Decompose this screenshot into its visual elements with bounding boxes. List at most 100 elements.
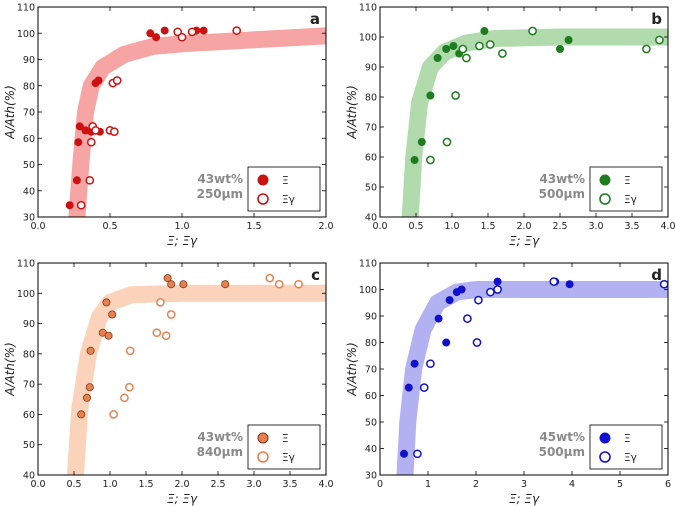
series-xi-gamma <box>109 273 303 419</box>
y-tick-label: 100 <box>359 33 377 44</box>
x-tick-label: 0 <box>377 479 383 490</box>
data-point <box>449 42 458 51</box>
data-point <box>426 155 435 165</box>
x-tick-label: 2.0 <box>174 479 189 490</box>
y-tick-label: 60 <box>23 410 35 421</box>
data-point <box>426 359 435 369</box>
data-point <box>475 41 484 51</box>
x-axis-label: Ξ; Ξγ <box>509 234 540 248</box>
x-tick-label: 4.0 <box>660 221 675 232</box>
y-tick-label: 90 <box>23 319 35 330</box>
x-tick-label: 5 <box>617 479 623 490</box>
data-point <box>549 277 559 286</box>
annotation-line: 500μm <box>539 445 585 459</box>
data-point <box>94 76 103 85</box>
data-point <box>86 346 95 355</box>
data-point <box>410 359 419 368</box>
legend-marker <box>257 193 269 205</box>
data-point <box>564 36 573 45</box>
panel-letter: d <box>651 266 662 284</box>
y-tick-label: 90 <box>23 55 35 66</box>
data-point <box>109 127 119 137</box>
series-xi <box>399 277 574 458</box>
data-point <box>498 49 507 58</box>
y-tick-label: 80 <box>23 81 35 92</box>
data-point <box>642 44 651 54</box>
y-axis-label: A/Ath(%) <box>345 85 359 140</box>
x-tick-label: 1.5 <box>246 221 261 232</box>
data-point <box>65 201 74 210</box>
y-tick-label: 50 <box>23 440 35 451</box>
data-point <box>485 40 495 49</box>
legend-label: Ξγ <box>282 194 295 206</box>
y-tick-label: 50 <box>365 418 377 429</box>
y-tick-label: 80 <box>365 338 377 349</box>
x-tick-label: 3.5 <box>282 479 297 490</box>
data-point <box>399 449 408 458</box>
x-axis-label: Ξ; Ξγ <box>167 492 198 506</box>
data-point <box>74 138 83 147</box>
data-point <box>442 137 452 147</box>
y-axis-label: A/Ath(%) <box>3 342 17 397</box>
data-point <box>160 26 169 35</box>
data-point <box>77 410 86 419</box>
data-point <box>125 382 134 392</box>
data-point <box>232 26 242 35</box>
y-tick-label: 60 <box>23 134 35 145</box>
series-xi <box>65 26 208 210</box>
series-xi-gamma <box>76 26 242 210</box>
y-tick-label: 90 <box>365 63 377 74</box>
data-point <box>265 273 275 283</box>
x-tick-label: 3.0 <box>588 221 603 232</box>
y-tick-label: 80 <box>365 93 377 104</box>
data-point <box>659 279 669 289</box>
panel-d: 0 1 2 3 4 5 6 30 40 50 60 70 80 90 100 110 Ξ; Ξγ A/Ath(%)… <box>345 259 671 507</box>
panel-c: 0.0 0.5 1.0 1.5 2.0 2.5 3.0 3.5 4.0 40 50 60 70 80 90 1… <box>3 259 334 507</box>
legend-marker <box>599 432 611 444</box>
data-point <box>474 295 483 305</box>
data-point <box>72 176 81 185</box>
legend-marker <box>599 193 611 205</box>
data-point <box>493 285 502 294</box>
data-point <box>177 32 187 42</box>
x-tick-label: 2.5 <box>210 479 225 490</box>
panel-letter: b <box>651 10 662 28</box>
panel-letter: a <box>310 10 320 28</box>
data-point <box>457 285 466 294</box>
data-point <box>433 54 442 63</box>
data-point <box>426 91 435 100</box>
y-tick-label: 70 <box>365 365 377 376</box>
data-point <box>156 298 165 307</box>
data-point <box>112 76 122 85</box>
data-point <box>442 45 451 54</box>
annotation-line: 45wt% <box>539 430 585 444</box>
series-xi-gamma <box>426 26 664 165</box>
data-point <box>120 393 129 403</box>
annotation-line: 43wt% <box>539 172 585 186</box>
x-tick-label: 1.5 <box>138 479 153 490</box>
data-point <box>146 29 155 38</box>
data-point <box>108 310 117 319</box>
x-tick-label: 3.0 <box>246 479 261 490</box>
data-point <box>109 410 118 419</box>
legend-label: Ξ <box>624 175 631 187</box>
data-point <box>166 310 176 319</box>
data-point <box>91 126 100 135</box>
data-point <box>493 277 502 286</box>
annotation-line: 43wt% <box>197 430 243 444</box>
data-point <box>565 280 574 289</box>
series-xi <box>77 274 230 419</box>
y-tick-label: 100 <box>17 289 35 300</box>
x-tick-label: 6 <box>665 479 671 490</box>
x-tick-label: 2 <box>473 479 479 490</box>
x-tick-label: 2.5 <box>552 221 567 232</box>
y-tick-label: 110 <box>359 259 377 270</box>
x-tick-label: 0.5 <box>408 221 423 232</box>
legend-label: Ξ <box>282 175 289 187</box>
y-tick-label: 70 <box>23 380 35 391</box>
x-tick-label: 3 <box>521 479 527 490</box>
data-point <box>472 338 482 347</box>
data-point <box>413 449 422 459</box>
x-tick-label: 0.0 <box>30 221 45 232</box>
data-point <box>187 27 197 37</box>
